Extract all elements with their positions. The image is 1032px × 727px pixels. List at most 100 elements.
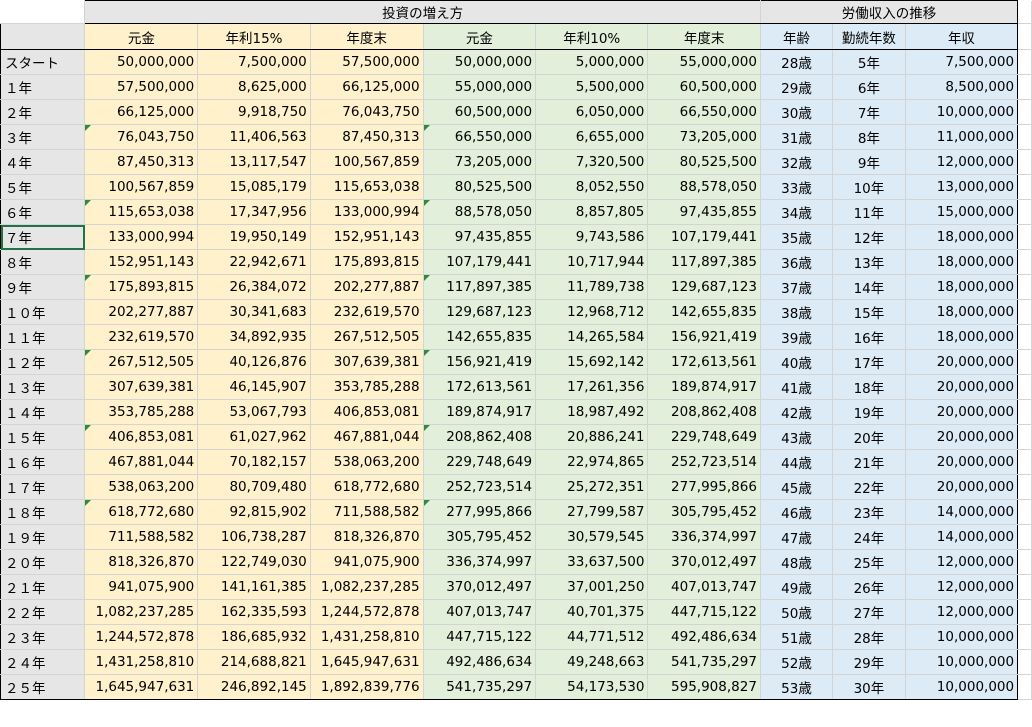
cell-principal-15[interactable]: 50,000,000 <box>84 49 199 75</box>
cell-year-end-15[interactable]: 100,567,859 <box>310 149 424 175</box>
cell-year-end-10[interactable]: 336,374,997 <box>647 524 761 550</box>
cell-age[interactable]: 30歳 <box>759 99 834 125</box>
cell-tenure[interactable]: 25年 <box>832 549 906 575</box>
cell-empty[interactable] <box>1017 249 1032 275</box>
cell-age[interactable]: 49歳 <box>759 574 834 600</box>
cell-age[interactable]: 34歳 <box>759 199 834 225</box>
cell-year-end-15[interactable]: 152,951,143 <box>310 224 424 250</box>
row-label[interactable]: ２４年 <box>0 649 86 675</box>
cell-income[interactable]: 7,500,000 <box>905 49 1019 75</box>
cell-year-end-10[interactable]: 277,995,866 <box>647 474 761 500</box>
row-label[interactable]: ２年 <box>0 99 86 125</box>
cell-year-end-15[interactable]: 66,125,000 <box>310 74 424 100</box>
cell-income[interactable]: 20,000,000 <box>905 449 1019 475</box>
col-header-principal-10[interactable]: 元金 <box>423 23 537 50</box>
cell-principal-15[interactable]: 818,326,870 <box>84 549 199 575</box>
labor-group-header[interactable]: 労働収入の推移 <box>759 0 1019 24</box>
cell-year-end-10[interactable]: 88,578,050 <box>647 174 761 200</box>
cell-age[interactable]: 48歳 <box>759 549 834 575</box>
cell-interest-10[interactable]: 44,771,512 <box>535 624 649 650</box>
cell-tenure[interactable]: 21年 <box>832 449 906 475</box>
cell-year-end-15[interactable]: 76,043,750 <box>310 99 424 125</box>
cell-principal-10[interactable]: 189,874,917 <box>423 399 537 425</box>
cell-tenure[interactable]: 16年 <box>832 324 906 350</box>
cell-interest-10[interactable]: 15,692,142 <box>535 349 649 375</box>
cell-principal-15[interactable]: 115,653,038 <box>84 199 199 225</box>
cell-year-end-10[interactable]: 208,862,408 <box>647 399 761 425</box>
cell-principal-10[interactable]: 156,921,419 <box>423 349 537 375</box>
cell-age[interactable]: 43歳 <box>759 424 834 450</box>
cell-year-end-15[interactable]: 57,500,000 <box>310 49 424 75</box>
cell-income[interactable]: 20,000,000 <box>905 424 1019 450</box>
cell-principal-15[interactable]: 175,893,815 <box>84 274 199 300</box>
row-label[interactable]: ５年 <box>0 174 86 200</box>
cell-age[interactable]: 31歳 <box>759 124 834 150</box>
cell-tenure[interactable]: 14年 <box>832 274 906 300</box>
cell-age[interactable]: 52歳 <box>759 649 834 675</box>
cell-interest-15[interactable]: 40,126,876 <box>197 349 311 375</box>
cell-income[interactable]: 12,000,000 <box>905 549 1019 575</box>
cell-age[interactable]: 46歳 <box>759 499 834 525</box>
cell-year-end-10[interactable]: 107,179,441 <box>647 224 761 250</box>
cell-year-end-15[interactable]: 1,244,572,878 <box>310 599 424 625</box>
cell-interest-10[interactable]: 33,637,500 <box>535 549 649 575</box>
cell-principal-10[interactable]: 50,000,000 <box>423 49 537 75</box>
cell-income[interactable]: 14,000,000 <box>905 499 1019 525</box>
cell-empty[interactable] <box>1017 399 1032 425</box>
cell-interest-10[interactable]: 40,701,375 <box>535 599 649 625</box>
cell-income[interactable]: 18,000,000 <box>905 274 1019 300</box>
cell-year-end-10[interactable]: 142,655,835 <box>647 299 761 325</box>
cell-tenure[interactable]: 8年 <box>832 124 906 150</box>
cell-principal-15[interactable]: 406,853,081 <box>84 424 199 450</box>
cell-interest-15[interactable]: 26,384,072 <box>197 274 311 300</box>
cell-income[interactable]: 12,000,000 <box>905 149 1019 175</box>
cell-income[interactable]: 20,000,000 <box>905 349 1019 375</box>
cell-empty[interactable] <box>1017 374 1032 400</box>
row-label[interactable]: ４年 <box>0 149 86 175</box>
cell-year-end-10[interactable]: 447,715,122 <box>647 599 761 625</box>
cell-tenure[interactable]: 17年 <box>832 349 906 375</box>
cell-year-end-10[interactable]: 60,500,000 <box>647 74 761 100</box>
cell-year-end-10[interactable]: 370,012,497 <box>647 549 761 575</box>
cell-empty[interactable] <box>1017 649 1032 675</box>
cell-interest-15[interactable]: 34,892,935 <box>197 324 311 350</box>
cell-interest-15[interactable]: 7,500,000 <box>197 49 311 75</box>
cell-empty[interactable] <box>1017 424 1032 450</box>
cell-tenure[interactable]: 30年 <box>832 674 906 700</box>
cell-principal-10[interactable]: 66,550,000 <box>423 124 537 150</box>
cell-interest-10[interactable]: 30,579,545 <box>535 524 649 550</box>
cell-income[interactable]: 13,000,000 <box>905 174 1019 200</box>
cell-year-end-15[interactable]: 353,785,288 <box>310 374 424 400</box>
cell-age[interactable]: 47歳 <box>759 524 834 550</box>
cell-empty[interactable] <box>1017 574 1032 600</box>
cell-interest-15[interactable]: 61,027,962 <box>197 424 311 450</box>
cell-tenure[interactable]: 24年 <box>832 524 906 550</box>
cell-empty[interactable] <box>1017 299 1032 325</box>
cell-tenure[interactable]: 19年 <box>832 399 906 425</box>
row-label[interactable]: ３年 <box>0 124 86 150</box>
cell-year-end-15[interactable]: 267,512,505 <box>310 324 424 350</box>
cell-empty[interactable] <box>1017 524 1032 550</box>
cell-income[interactable]: 10,000,000 <box>905 674 1019 700</box>
cell-year-end-10[interactable]: 80,525,500 <box>647 149 761 175</box>
cell-tenure[interactable]: 20年 <box>832 424 906 450</box>
cell-interest-15[interactable]: 92,815,902 <box>197 499 311 525</box>
cell-year-end-15[interactable]: 1,431,258,810 <box>310 624 424 650</box>
cell-year-end-15[interactable]: 115,653,038 <box>310 174 424 200</box>
cell-interest-15[interactable]: 11,406,563 <box>197 124 311 150</box>
cell-interest-15[interactable]: 22,942,671 <box>197 249 311 275</box>
cell-interest-10[interactable]: 54,173,530 <box>535 674 649 700</box>
cell-income[interactable]: 12,000,000 <box>905 574 1019 600</box>
cell-empty[interactable] <box>1017 349 1032 375</box>
cell-year-end-15[interactable]: 87,450,313 <box>310 124 424 150</box>
cell-empty[interactable] <box>1017 624 1032 650</box>
row-label[interactable]: ２５年 <box>0 674 86 700</box>
row-label[interactable]: １１年 <box>0 324 86 350</box>
cell-year-end-15[interactable]: 133,000,994 <box>310 199 424 225</box>
cell-interest-15[interactable]: 162,335,593 <box>197 599 311 625</box>
cell-age[interactable]: 50歳 <box>759 599 834 625</box>
cell-tenure[interactable]: 26年 <box>832 574 906 600</box>
row-label[interactable]: １５年 <box>0 424 86 450</box>
cell-year-end-10[interactable]: 97,435,855 <box>647 199 761 225</box>
cell-tenure[interactable]: 27年 <box>832 599 906 625</box>
